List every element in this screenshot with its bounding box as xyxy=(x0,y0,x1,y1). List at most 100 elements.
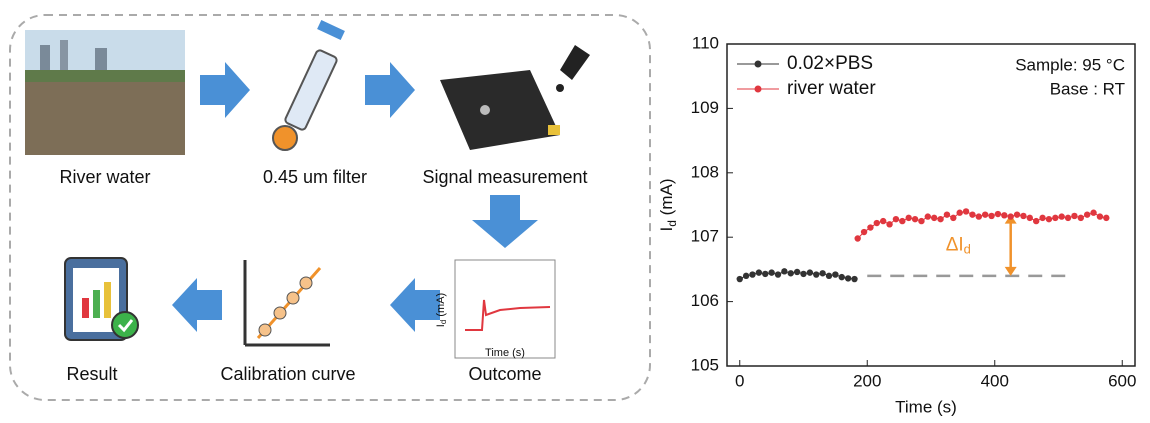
delta-label: ΔId xyxy=(946,234,971,256)
step-label: Result xyxy=(66,364,117,384)
data-point xyxy=(775,271,781,277)
data-point xyxy=(976,213,982,219)
x-axis-label: Time (s) xyxy=(895,397,957,416)
step-label: 0.45 um filter xyxy=(263,167,367,187)
data-point xyxy=(1039,215,1045,221)
data-point xyxy=(788,270,794,276)
data-point xyxy=(944,211,950,217)
data-point xyxy=(931,215,937,221)
flow-arrow xyxy=(172,278,222,332)
data-point xyxy=(1027,215,1033,221)
data-point xyxy=(1071,213,1077,219)
data-point xyxy=(886,221,892,227)
sensor-device-icon xyxy=(440,45,590,150)
data-point xyxy=(762,271,768,277)
data-point xyxy=(1090,210,1096,216)
data-point xyxy=(861,229,867,235)
data-point xyxy=(756,269,762,275)
data-point xyxy=(1046,216,1052,222)
y-tick-label: 109 xyxy=(691,98,719,117)
annotation: Base : RT xyxy=(1050,79,1125,98)
result-icon xyxy=(65,258,138,340)
data-point xyxy=(988,213,994,219)
syringe-filter-icon xyxy=(273,20,345,150)
data-point xyxy=(969,211,975,217)
arrow-head xyxy=(1005,267,1017,276)
data-point xyxy=(1097,213,1103,219)
data-point xyxy=(912,216,918,222)
data-point xyxy=(832,271,838,277)
data-point xyxy=(819,270,825,276)
page: {"diagram": {"steps": ["River water", "0… xyxy=(0,0,1150,423)
data-point xyxy=(937,216,943,222)
x-tick-label: 200 xyxy=(853,371,881,390)
y-tick-label: 107 xyxy=(691,227,719,246)
data-point xyxy=(826,273,832,279)
data-point xyxy=(845,275,851,281)
flow-arrow xyxy=(472,195,538,248)
inset-y-label: Id (mA) xyxy=(435,293,448,327)
data-point xyxy=(956,210,962,216)
data-point xyxy=(1084,211,1090,217)
x-tick-label: 600 xyxy=(1108,371,1136,390)
flow-arrow xyxy=(200,62,250,118)
data-point xyxy=(1020,213,1026,219)
calibration-icon xyxy=(245,260,330,345)
data-point xyxy=(874,220,880,226)
legend-marker xyxy=(755,61,762,68)
data-point xyxy=(813,271,819,277)
y-tick-label: 108 xyxy=(691,162,719,181)
data-point xyxy=(1007,213,1013,219)
data-point xyxy=(899,218,905,224)
x-tick-label: 0 xyxy=(735,371,744,390)
data-point xyxy=(893,216,899,222)
data-point xyxy=(743,273,749,279)
data-point xyxy=(851,276,857,282)
data-point xyxy=(737,276,743,282)
annotation: Sample: 95 °C xyxy=(1015,55,1125,74)
data-point xyxy=(1078,215,1084,221)
step-label: River water xyxy=(59,167,150,187)
data-point xyxy=(925,213,931,219)
y-tick-label: 106 xyxy=(691,291,719,310)
data-point xyxy=(918,218,924,224)
data-point xyxy=(982,211,988,217)
y-axis-label: Id (mA) xyxy=(657,179,679,232)
data-point xyxy=(950,215,956,221)
step-label: Outcome xyxy=(468,364,541,384)
data-point xyxy=(1014,211,1020,217)
data-point xyxy=(768,269,774,275)
data-point xyxy=(1001,212,1007,218)
data-point xyxy=(800,271,806,277)
flow-arrow xyxy=(390,278,440,332)
data-point xyxy=(794,269,800,275)
data-point xyxy=(995,211,1001,217)
legend-label: river water xyxy=(787,78,876,99)
x-tick-label: 400 xyxy=(981,371,1009,390)
chart: 105 106 107 108 109 110 0 200 400 600 Time (s) Id (… xyxy=(657,33,1136,416)
river-photo xyxy=(25,30,185,155)
data-point xyxy=(1058,213,1064,219)
data-point xyxy=(749,271,755,277)
data-point xyxy=(880,218,886,224)
legend-marker xyxy=(755,86,762,93)
data-point xyxy=(1033,218,1039,224)
step-label: Signal measurement xyxy=(422,167,587,187)
data-point xyxy=(807,269,813,275)
data-point xyxy=(1065,215,1071,221)
data-point xyxy=(854,235,860,241)
data-point xyxy=(867,224,873,230)
data-point xyxy=(839,274,845,280)
legend-label: 0.02×PBS xyxy=(787,53,873,74)
y-tick-label: 105 xyxy=(691,355,719,374)
data-point xyxy=(781,268,787,274)
inset-x-label: Time (s) xyxy=(485,347,525,359)
data-point xyxy=(963,208,969,214)
y-tick-label: 110 xyxy=(692,33,719,52)
data-point xyxy=(1103,215,1109,221)
data-point xyxy=(1052,215,1058,221)
data-point xyxy=(905,215,911,221)
figure: River water 0.45 um filter Signal measur… xyxy=(0,0,1150,423)
flow-arrow xyxy=(365,62,415,118)
step-label: Calibration curve xyxy=(220,364,355,384)
